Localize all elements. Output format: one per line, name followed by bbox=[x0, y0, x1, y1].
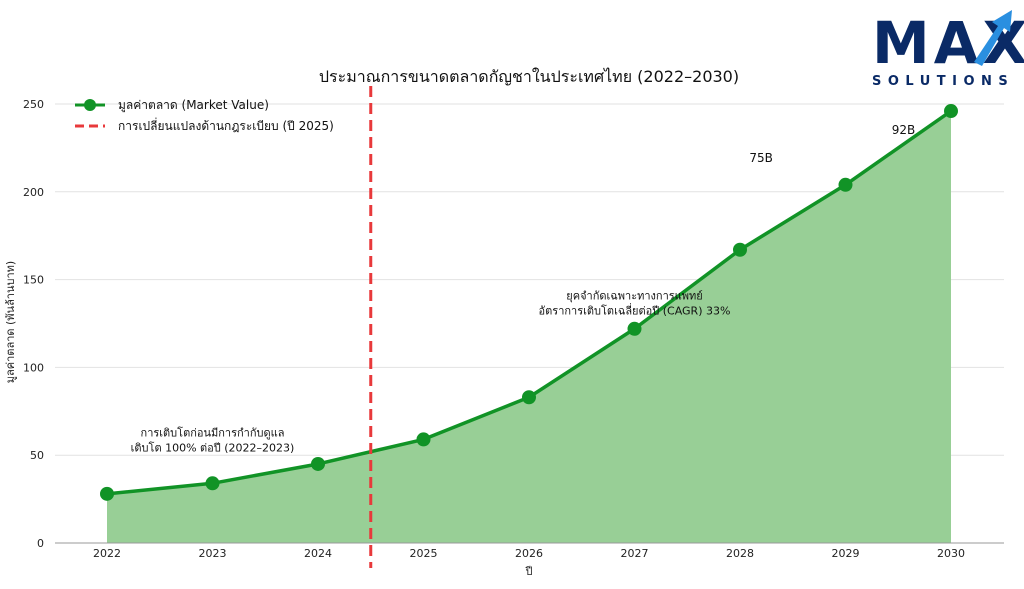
annotation-text: อัตราการเติบโตเฉลี่ยต่อปี (CAGR) 33% bbox=[539, 303, 731, 318]
y-tick-label: 250 bbox=[23, 98, 44, 111]
annotation-text: เติบโต 100% ต่อปี (2022–2023) bbox=[131, 441, 295, 455]
x-tick-label: 2026 bbox=[515, 547, 543, 560]
data-point bbox=[311, 456, 325, 471]
data-point bbox=[838, 177, 853, 192]
data-point bbox=[416, 432, 431, 447]
legend-reference-label: การเปลี่ยนแปลงด้านกฎระเบียบ (ปี 2025) bbox=[118, 117, 334, 133]
annotation-text: ยุคจำกัดเฉพาะทางการแพทย์ bbox=[566, 290, 702, 303]
x-tick-label: 2030 bbox=[937, 547, 965, 560]
legend-series-label: มูลค่าตลาด (Market Value) bbox=[118, 98, 269, 113]
data-point bbox=[627, 321, 642, 336]
series-area bbox=[107, 111, 951, 544]
y-tick-label: 0 bbox=[37, 537, 44, 550]
x-tick-labels: 2022 2023 2024 2025 2026 2027 2028 2029 2030 bbox=[93, 547, 965, 560]
data-point bbox=[100, 486, 114, 501]
x-tick-label: 2023 bbox=[199, 547, 227, 560]
x-tick-label: 2022 bbox=[93, 547, 121, 560]
legend: มูลค่าตลาด (Market Value) การเปลี่ยนแปลง… bbox=[75, 98, 334, 133]
x-tick-label: 2029 bbox=[832, 547, 860, 560]
legend-series-marker bbox=[84, 99, 96, 111]
y-tick-label: 150 bbox=[23, 274, 44, 287]
brand-logo: MAX SOLUTIONS bbox=[870, 10, 1024, 92]
data-point bbox=[944, 104, 958, 119]
y-tick-label: 100 bbox=[23, 361, 44, 374]
annotation-text: การเติบโตก่อนมีการกำกับดูแล bbox=[141, 426, 285, 440]
y-tick-label: 50 bbox=[30, 449, 44, 462]
x-tick-label: 2028 bbox=[726, 547, 754, 560]
y-axis-label: มูลค่าตลาด (พันล้านบาท) bbox=[4, 261, 17, 383]
x-tick-label: 2027 bbox=[621, 547, 649, 560]
data-points bbox=[100, 104, 958, 501]
x-tick-label: 2025 bbox=[410, 547, 438, 560]
x-tick-label: 2024 bbox=[304, 547, 332, 560]
y-tick-labels: 0 50 100 150 200 250 bbox=[23, 98, 44, 550]
data-point bbox=[733, 242, 747, 257]
annotation-text: 92B bbox=[892, 123, 916, 137]
area-fill bbox=[107, 111, 951, 544]
chart-title: ประมาณการขนาดตลาดกัญชาในประเทศไทย (2022–… bbox=[319, 67, 739, 86]
data-point bbox=[522, 390, 536, 405]
logo-arrow-icon bbox=[974, 10, 1012, 66]
y-tick-label: 200 bbox=[23, 186, 44, 199]
x-axis-label: ปี bbox=[524, 565, 532, 578]
annotation-text: 75B bbox=[749, 151, 773, 165]
data-point bbox=[205, 476, 220, 491]
logo-sub-text: SOLUTIONS bbox=[872, 74, 1015, 89]
